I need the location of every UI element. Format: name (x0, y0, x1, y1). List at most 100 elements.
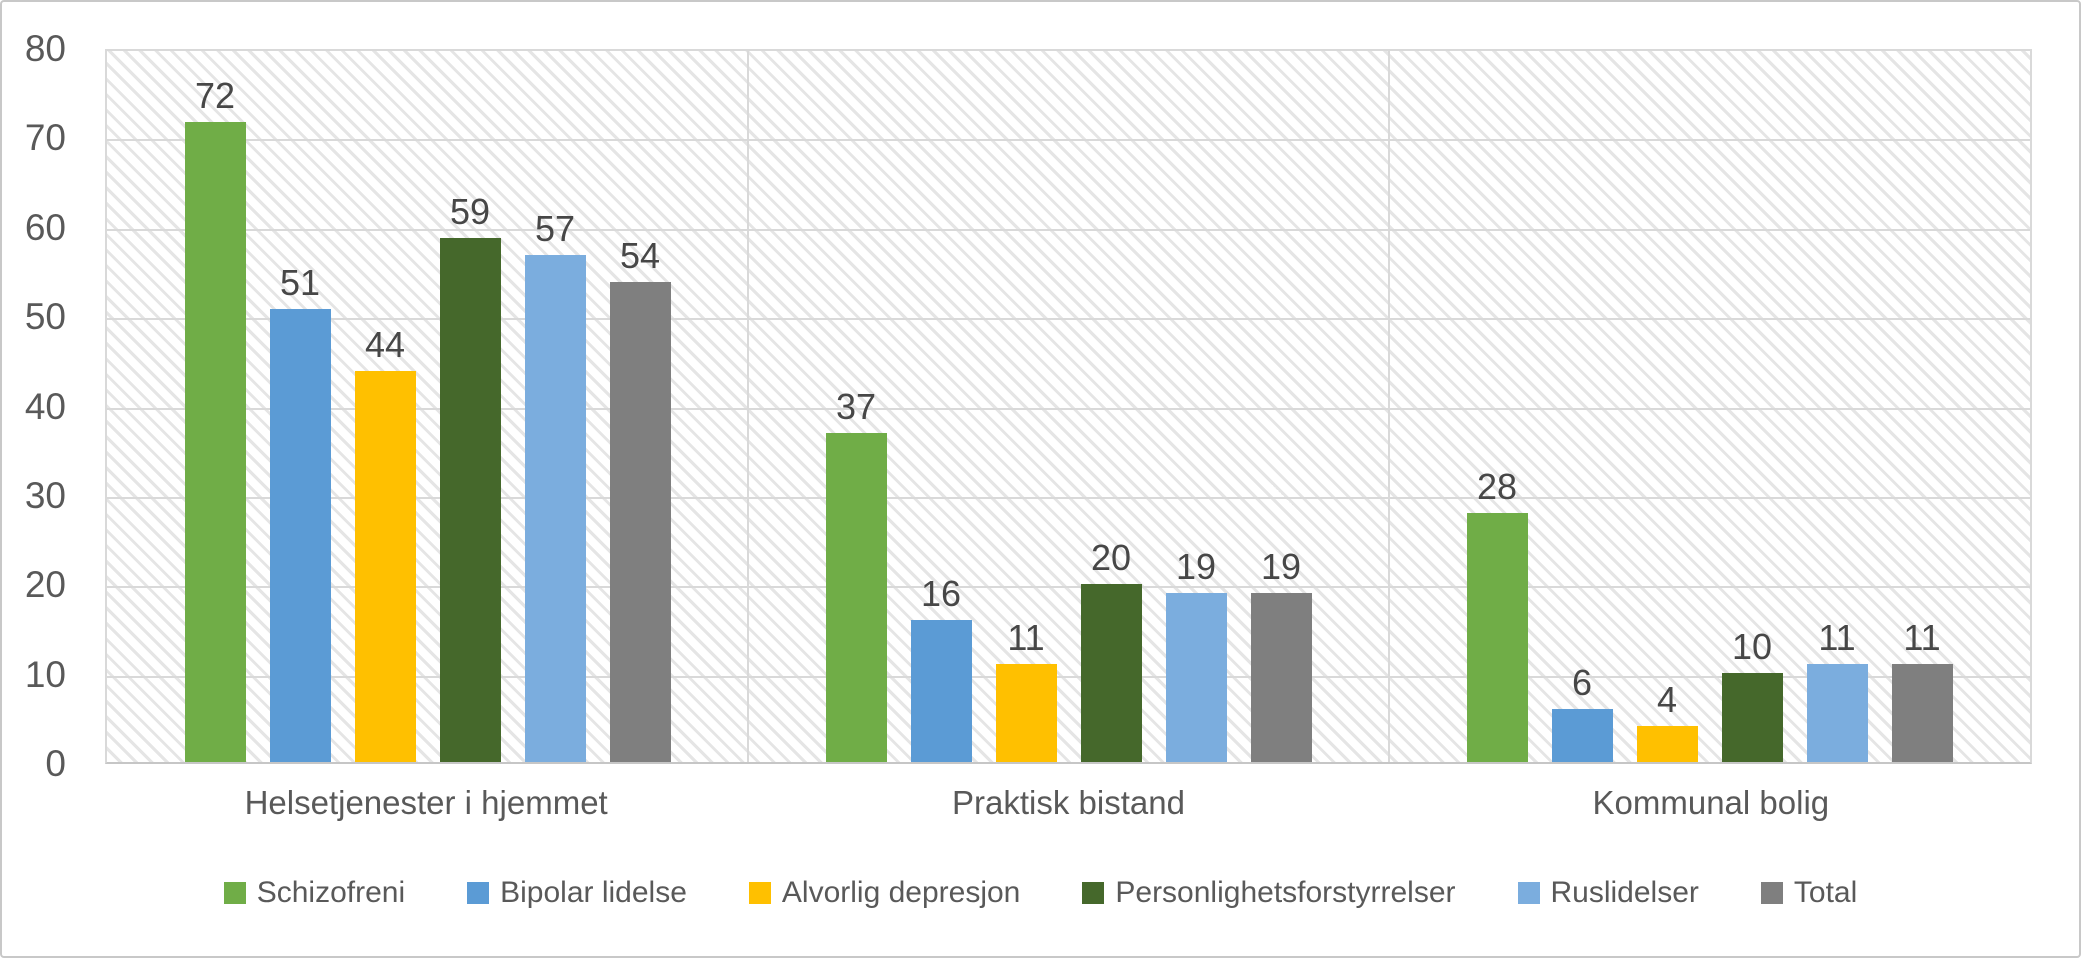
bar-cell-personlighetsforstyrrelser-praktisk-bistand: 20 (1080, 51, 1142, 762)
legend-swatch-alvorlig-depresjon (748, 882, 771, 904)
data-label-total-helsetjenester-i-hjemmet: 54 (619, 235, 661, 277)
bar-personlighetsforstyrrelser-kommunal-bolig (1721, 673, 1783, 762)
bar-alvorlig-depresjon-kommunal-bolig (1636, 726, 1698, 762)
bar-bipolar-lidelse-praktisk-bistand (910, 619, 972, 762)
bar-cell-alvorlig-depresjon-helsetjenester-i-hjemmet: 44 (354, 51, 416, 762)
legend-label-alvorlig-depresjon: Alvorlig depresjon (781, 876, 1021, 909)
gridline-40 (107, 407, 2030, 410)
legend-label-ruslidelser: Ruslidelser (1550, 876, 1699, 909)
plot-area: 72 51 44 59 57 54 37 16 11 20 19 19 28 6 4 10 11 11 (105, 49, 2032, 764)
legend-label-bipolar-lidelse: Bipolar lidelse (500, 876, 687, 909)
y-tick-30: 30 (24, 474, 66, 516)
y-tick-70: 70 (24, 117, 66, 159)
gridline-60 (107, 228, 2030, 231)
y-tick-0: 0 (45, 743, 66, 784)
bar-alvorlig-depresjon-helsetjenester-i-hjemmet (354, 370, 416, 762)
data-label-bipolar-lidelse-helsetjenester-i-hjemmet: 51 (279, 261, 321, 303)
y-tick-20: 20 (24, 564, 66, 606)
data-label-total-praktisk-bistand: 19 (1260, 546, 1302, 588)
data-label-personlighetsforstyrrelser-praktisk-bistand: 20 (1090, 537, 1132, 579)
bar-group-helsetjenester-i-hjemmet: 72 51 44 59 57 54 (107, 51, 748, 762)
bar-group-kommunal-bolig: 28 6 4 10 11 11 (1389, 51, 2030, 762)
bar-personlighetsforstyrrelser-praktisk-bistand (1080, 584, 1142, 762)
bar-personlighetsforstyrrelser-helsetjenester-i-hjemmet (439, 237, 501, 762)
legend-label-personlighetsforstyrrelser: Personlighetsforstyrrelser (1115, 876, 1456, 909)
data-label-ruslidelser-kommunal-bolig: 11 (1818, 617, 1856, 659)
y-tick-10: 10 (24, 653, 66, 695)
bar-cell-ruslidelser-helsetjenester-i-hjemmet: 57 (524, 51, 586, 762)
bar-cell-personlighetsforstyrrelser-kommunal-bolig: 10 (1721, 51, 1783, 762)
bar-cell-alvorlig-depresjon-kommunal-bolig: 4 (1636, 51, 1698, 762)
bar-cell-total-helsetjenester-i-hjemmet: 54 (609, 51, 671, 762)
legend-item-total: Total (1760, 876, 1858, 910)
legend-item-schizofreni: Schizofreni (223, 876, 406, 910)
bar-schizofreni-helsetjenester-i-hjemmet (184, 122, 246, 762)
bar-schizofreni-praktisk-bistand (825, 433, 887, 762)
data-label-bipolar-lidelse-kommunal-bolig: 6 (1571, 661, 1593, 703)
bar-ruslidelser-helsetjenester-i-hjemmet (524, 255, 586, 762)
bar-cell-schizofreni-praktisk-bistand: 37 (825, 51, 887, 762)
data-label-alvorlig-depresjon-kommunal-bolig: 4 (1656, 679, 1678, 721)
bar-cell-ruslidelser-praktisk-bistand: 19 (1165, 51, 1227, 762)
data-label-schizofreni-kommunal-bolig: 28 (1476, 466, 1518, 508)
bar-total-helsetjenester-i-hjemmet (609, 282, 671, 762)
bar-alvorlig-depresjon-praktisk-bistand (995, 664, 1057, 762)
gridline-70 (107, 139, 2030, 142)
legend-swatch-ruslidelser (1517, 882, 1540, 904)
bar-cell-schizofreni-helsetjenester-i-hjemmet: 72 (184, 51, 246, 762)
legend-item-bipolar-lidelse: Bipolar lidelse (467, 876, 687, 910)
gridline-20 (107, 586, 2030, 589)
legend-label-schizofreni: Schizofreni (256, 876, 406, 909)
data-label-schizofreni-praktisk-bistand: 37 (835, 386, 877, 428)
x-category-helsetjenester-i-hjemmet: Helsetjenester i hjemmet (244, 784, 608, 821)
legend-swatch-total (1760, 882, 1783, 904)
data-label-alvorlig-depresjon-helsetjenester-i-hjemmet: 44 (364, 323, 406, 365)
x-category-praktisk-bistand: Praktisk bistand (952, 784, 1185, 821)
data-label-total-kommunal-bolig: 11 (1903, 617, 1941, 659)
bar-cell-total-praktisk-bistand: 19 (1250, 51, 1312, 762)
legend-item-alvorlig-depresjon: Alvorlig depresjon (748, 876, 1021, 910)
bar-cell-schizofreni-kommunal-bolig: 28 (1466, 51, 1528, 762)
bar-bipolar-lidelse-kommunal-bolig (1551, 708, 1613, 762)
bar-ruslidelser-praktisk-bistand (1165, 593, 1227, 762)
bar-groups: 72 51 44 59 57 54 37 16 11 20 19 19 28 6 4 10 11 11 (107, 51, 2030, 762)
x-category-kommunal-bolig: Kommunal bolig (1592, 784, 1830, 821)
bar-group-praktisk-bistand: 37 16 11 20 19 19 (748, 51, 1389, 762)
bar-cell-alvorlig-depresjon-praktisk-bistand: 11 (995, 51, 1057, 762)
data-label-schizofreni-helsetjenester-i-hjemmet: 72 (194, 75, 236, 117)
bar-cell-ruslidelser-kommunal-bolig: 11 (1806, 51, 1868, 762)
gridline-10 (107, 675, 2030, 678)
legend-swatch-schizofreni (223, 882, 246, 904)
bar-total-praktisk-bistand (1250, 593, 1312, 762)
gridline-50 (107, 318, 2030, 321)
bar-ruslidelser-kommunal-bolig (1806, 664, 1868, 762)
data-label-personlighetsforstyrrelser-kommunal-bolig: 10 (1731, 626, 1773, 668)
bar-total-kommunal-bolig (1891, 664, 1953, 762)
legend-label-total: Total (1793, 876, 1858, 909)
bar-cell-bipolar-lidelse-kommunal-bolig: 6 (1551, 51, 1613, 762)
y-tick-60: 60 (24, 206, 66, 248)
data-label-ruslidelser-helsetjenester-i-hjemmet: 57 (534, 208, 576, 250)
data-label-personlighetsforstyrrelser-helsetjenester-i-hjemmet: 59 (449, 190, 491, 232)
bar-bipolar-lidelse-helsetjenester-i-hjemmet (269, 308, 331, 762)
bar-cell-personlighetsforstyrrelser-helsetjenester-i-hjemmet: 59 (439, 51, 501, 762)
legend-item-personlighetsforstyrrelser: Personlighetsforstyrrelser (1082, 876, 1456, 910)
legend: Schizofreni Bipolar lidelse Alvorlig depre… (2, 876, 2079, 910)
data-label-alvorlig-depresjon-praktisk-bistand: 11 (1007, 617, 1045, 659)
gridline-30 (107, 496, 2030, 499)
data-label-ruslidelser-praktisk-bistand: 19 (1175, 546, 1217, 588)
bar-cell-bipolar-lidelse-helsetjenester-i-hjemmet: 51 (269, 51, 331, 762)
bar-cell-total-kommunal-bolig: 11 (1891, 51, 1953, 762)
legend-swatch-personlighetsforstyrrelser (1082, 882, 1105, 904)
bar-cell-bipolar-lidelse-praktisk-bistand: 16 (910, 51, 972, 762)
legend-item-ruslidelser: Ruslidelser (1517, 876, 1699, 910)
category-separator (746, 51, 749, 762)
category-separator (1387, 51, 1390, 762)
y-tick-80: 80 (24, 28, 66, 69)
y-tick-50: 50 (24, 296, 66, 338)
y-tick-40: 40 (24, 385, 66, 427)
data-label-bipolar-lidelse-praktisk-bistand: 16 (920, 572, 962, 614)
bar-schizofreni-kommunal-bolig (1466, 513, 1528, 762)
legend-swatch-bipolar-lidelse (467, 882, 490, 904)
